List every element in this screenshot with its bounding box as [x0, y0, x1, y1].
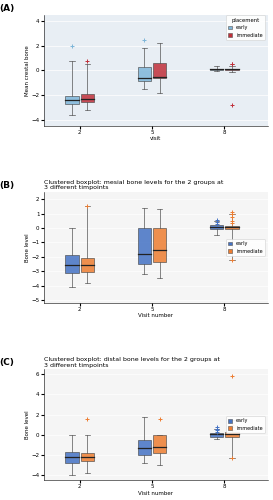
Bar [210, 225, 223, 229]
Bar [225, 226, 239, 229]
Text: Clustered boxplot: distal bone levels for the 2 groups at
3 different timpoints: Clustered boxplot: distal bone levels fo… [44, 356, 219, 368]
Bar [81, 453, 94, 462]
Bar [66, 452, 79, 464]
X-axis label: visit: visit [150, 136, 161, 141]
Bar [138, 228, 151, 264]
Text: (C): (C) [0, 358, 14, 367]
Bar [153, 434, 166, 454]
Legend: early, immediate: early, immediate [226, 416, 265, 434]
Bar [81, 258, 94, 272]
Bar [81, 94, 94, 102]
Bar [153, 228, 166, 262]
X-axis label: Visit number: Visit number [138, 490, 173, 496]
Text: (B): (B) [0, 181, 14, 190]
Bar [153, 63, 166, 78]
Legend: early, immediate: early, immediate [226, 15, 265, 40]
Y-axis label: Bone level: Bone level [25, 233, 30, 262]
X-axis label: Visit number: Visit number [138, 314, 173, 318]
Bar [210, 432, 223, 436]
Bar [225, 432, 239, 436]
Y-axis label: Mean crestal bone: Mean crestal bone [25, 45, 30, 96]
Bar [138, 440, 151, 455]
Bar [66, 254, 79, 274]
Text: Clustered boxplot: mesial bone levels for the 2 groups at
3 different timpoints: Clustered boxplot: mesial bone levels fo… [44, 180, 223, 190]
Text: (A): (A) [0, 4, 14, 13]
Bar [138, 66, 151, 82]
Bar [225, 69, 239, 70]
Y-axis label: Bone level: Bone level [25, 410, 30, 439]
Bar [66, 96, 79, 104]
Bar [210, 69, 223, 70]
Legend: early, immediate: early, immediate [226, 239, 265, 256]
